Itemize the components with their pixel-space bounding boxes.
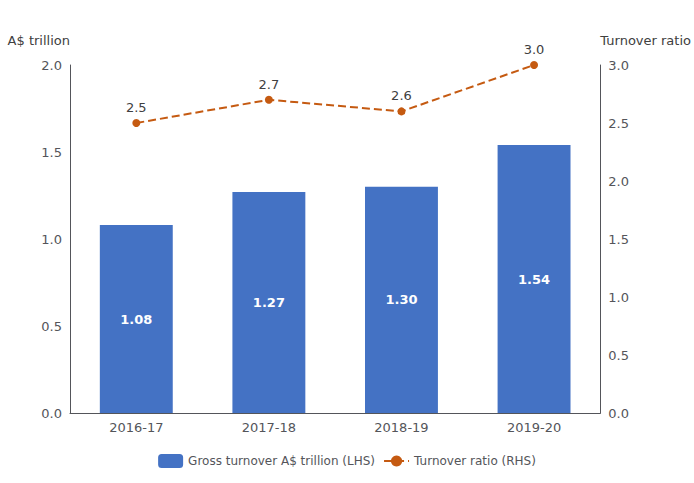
svg-text:2018-19: 2018-19 xyxy=(374,420,428,435)
svg-text:Gross turnover A$ trillion (LH: Gross turnover A$ trillion (LHS) xyxy=(188,454,375,468)
svg-text:Turnover ratio: Turnover ratio xyxy=(599,33,691,48)
svg-text:A$ trillion: A$ trillion xyxy=(8,33,70,48)
svg-text:2.0: 2.0 xyxy=(608,174,629,189)
svg-text:2.6: 2.6 xyxy=(391,88,412,103)
svg-text:2017-18: 2017-18 xyxy=(242,420,296,435)
svg-text:1.08: 1.08 xyxy=(120,312,152,327)
svg-text:1.5: 1.5 xyxy=(608,232,629,247)
svg-text:1.0: 1.0 xyxy=(41,232,62,247)
svg-text:1.54: 1.54 xyxy=(518,272,550,287)
svg-text:1.0: 1.0 xyxy=(608,290,629,305)
svg-text:3.0: 3.0 xyxy=(524,42,545,57)
svg-text:2019-20: 2019-20 xyxy=(507,420,561,435)
svg-text:1.30: 1.30 xyxy=(385,292,417,307)
svg-text:Turnover ratio (RHS): Turnover ratio (RHS) xyxy=(413,454,536,468)
svg-text:0.0: 0.0 xyxy=(41,406,62,421)
svg-text:2.5: 2.5 xyxy=(126,100,147,115)
svg-text:1.5: 1.5 xyxy=(41,145,62,160)
svg-text:0.5: 0.5 xyxy=(608,348,629,363)
svg-text:1.27: 1.27 xyxy=(253,295,285,310)
svg-text:2.5: 2.5 xyxy=(608,116,629,131)
svg-text:2016-17: 2016-17 xyxy=(109,420,163,435)
svg-text:0.5: 0.5 xyxy=(41,319,62,334)
svg-text:3.0: 3.0 xyxy=(608,58,629,73)
svg-text:2.0: 2.0 xyxy=(41,58,62,73)
svg-text:2.7: 2.7 xyxy=(259,77,280,92)
svg-text:0.0: 0.0 xyxy=(608,406,629,421)
